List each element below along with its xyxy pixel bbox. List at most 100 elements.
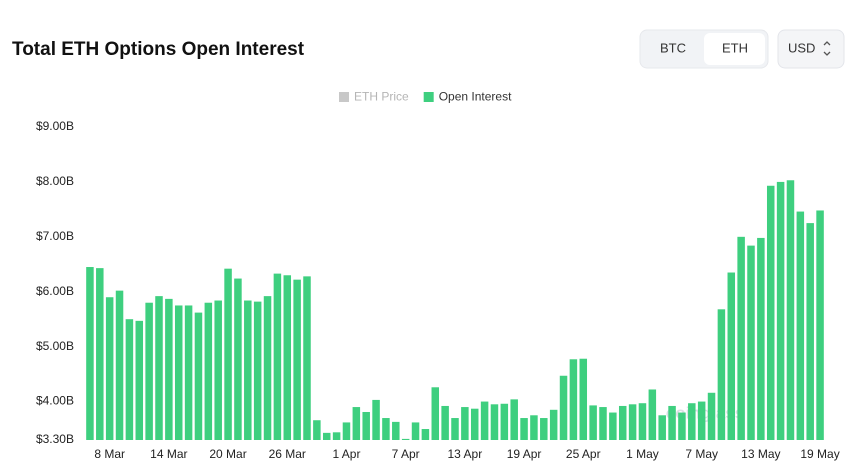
bar	[253, 301, 262, 440]
bar	[766, 185, 775, 440]
x-tick-label: 20 Mar	[209, 447, 246, 461]
bar	[125, 319, 134, 440]
bar	[135, 320, 144, 440]
bar	[786, 180, 795, 441]
y-tick-label: $7.00B	[36, 229, 74, 243]
bar	[392, 421, 400, 440]
bar	[540, 418, 548, 440]
bar	[668, 405, 676, 440]
bar	[559, 375, 568, 440]
legend-label[interactable]: ETH Price	[354, 90, 409, 104]
bar	[520, 418, 528, 440]
bar	[470, 408, 479, 440]
x-tick-label: 8 Mar	[94, 447, 125, 461]
bar	[549, 409, 558, 440]
bar	[648, 389, 657, 440]
x-tick-label: 1 Apr	[332, 447, 360, 461]
bar	[776, 181, 785, 440]
bar	[717, 309, 726, 440]
bar	[293, 279, 301, 440]
bar	[362, 411, 370, 440]
bar	[757, 237, 765, 440]
bar	[658, 415, 666, 440]
legend-label[interactable]: Open Interest	[439, 90, 512, 104]
bar	[431, 387, 440, 440]
x-tick-label: 19 May	[800, 447, 839, 461]
bar	[737, 236, 745, 440]
bar	[234, 278, 242, 440]
legend-swatch[interactable]	[423, 92, 434, 102]
bar	[155, 296, 163, 440]
bar	[322, 432, 331, 440]
bar	[96, 268, 104, 440]
x-tick-label: 14 Mar	[150, 447, 187, 461]
y-tick-label: $6.00B	[36, 284, 74, 298]
y-tick-label: $5.00B	[36, 339, 74, 353]
select-arrows	[823, 41, 831, 56]
bar	[174, 305, 183, 440]
bar	[688, 403, 696, 440]
bar	[273, 273, 282, 440]
bar	[86, 267, 94, 440]
bar	[382, 418, 390, 440]
bar	[599, 407, 607, 440]
x-tick-label: 19 Apr	[507, 447, 542, 461]
x-tick-label: 1 May	[626, 447, 659, 461]
tab-btc[interactable]: BTC	[660, 40, 686, 55]
y-tick-label: $3.30B	[36, 432, 74, 446]
currency-select[interactable]	[777, 29, 845, 69]
bar	[816, 210, 824, 440]
bar	[411, 422, 420, 440]
bar	[806, 223, 814, 440]
bar	[352, 407, 361, 440]
bar	[401, 438, 410, 440]
bar	[569, 359, 578, 440]
bar	[796, 211, 805, 440]
tab-eth[interactable]: ETH	[722, 40, 748, 55]
bar	[214, 300, 222, 440]
bar	[441, 405, 449, 440]
bar	[372, 399, 380, 440]
currency-label[interactable]: USD	[788, 40, 815, 55]
bar	[224, 268, 232, 440]
bar	[313, 420, 321, 440]
bar	[618, 405, 627, 440]
bar	[727, 272, 736, 440]
bar	[184, 305, 193, 440]
y-tick-label: $8.00B	[36, 174, 74, 188]
bar	[678, 412, 686, 440]
bar	[421, 429, 430, 440]
x-tick-label: 13 Apr	[448, 447, 483, 461]
bar	[451, 418, 459, 440]
bar	[510, 399, 518, 440]
x-tick-label: 7 May	[685, 447, 718, 461]
bar	[638, 403, 647, 440]
bar	[244, 300, 252, 440]
bar	[115, 290, 124, 440]
bar	[332, 432, 341, 440]
bar	[707, 392, 716, 440]
bar	[490, 404, 499, 440]
y-tick-label: $4.00B	[36, 394, 74, 408]
bar	[579, 358, 588, 440]
legend-swatch[interactable]	[339, 92, 349, 102]
bar	[697, 401, 706, 440]
bar	[342, 422, 351, 440]
bar	[165, 298, 173, 440]
bar	[145, 302, 153, 440]
x-tick-label: 26 Mar	[269, 447, 306, 461]
bar	[303, 276, 311, 440]
bar	[204, 302, 213, 440]
x-tick-label: 7 Apr	[392, 447, 420, 461]
bar	[589, 405, 597, 440]
bar	[500, 403, 509, 440]
y-tick-label: $9.00B	[36, 119, 74, 133]
chart-title: Total ETH Options Open Interest	[12, 39, 305, 60]
bar	[263, 296, 272, 440]
tab-active-bg	[704, 33, 765, 65]
bar	[628, 404, 637, 440]
x-tick-label: 25 Apr	[566, 447, 601, 461]
bar	[480, 401, 489, 440]
bar	[747, 245, 755, 440]
